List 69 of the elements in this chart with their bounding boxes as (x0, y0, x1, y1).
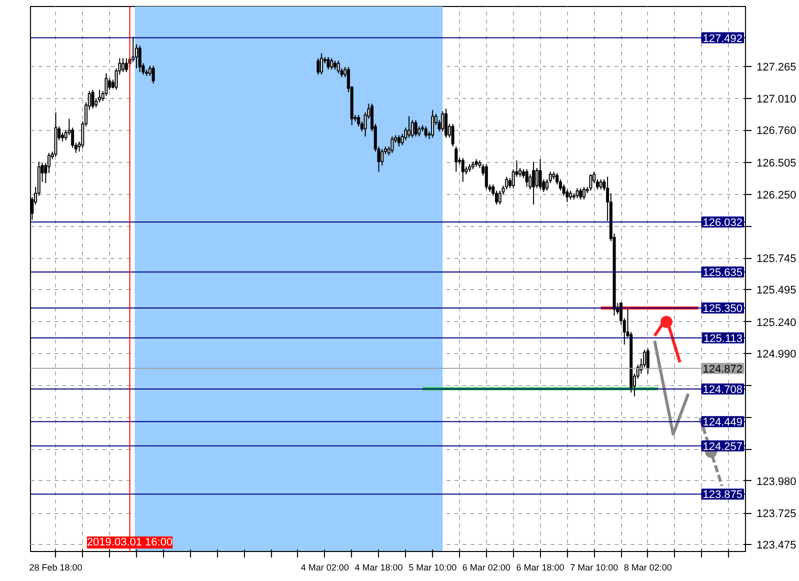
candlestick (599, 178, 602, 190)
ref-line-label: 124.449 (702, 416, 743, 429)
candlestick (330, 58, 334, 70)
y-tick-label: 125.745 (756, 253, 796, 266)
candlestick (566, 188, 569, 203)
y-tick-label: 123.725 (756, 508, 796, 520)
candlestick (535, 167, 538, 189)
candlestick (646, 348, 650, 374)
x-tick-label: 4 Mar 02:00 (300, 562, 349, 572)
candlestick (410, 120, 414, 138)
candlestick (525, 168, 528, 188)
candlestick (441, 110, 444, 132)
candlestick (397, 134, 400, 148)
x-tick-label: 28 Feb 18:00 (29, 562, 82, 572)
candlestick (454, 146, 458, 172)
candlestick (582, 186, 586, 200)
candlestick (579, 188, 582, 200)
candlestick (444, 108, 448, 138)
y-tick-label: 125.495 (756, 284, 796, 297)
candlestick (576, 188, 579, 199)
ref-line-label: 124.257 (702, 440, 743, 453)
candlestick (138, 45, 142, 73)
candlestick (589, 174, 592, 192)
y-tick-label: 126.505 (756, 157, 796, 170)
y-tick-label: 124.990 (756, 348, 796, 360)
ref-line-label: 127.492 (702, 32, 743, 45)
candlestick (124, 58, 128, 73)
ref-line-label: 125.635 (702, 267, 743, 280)
y-tick-label: 127.010 (756, 94, 796, 106)
y-tick-label: 125.240 (756, 316, 796, 329)
y-tick-label: 126.250 (756, 189, 796, 202)
candlestick (418, 126, 421, 137)
candlestick (390, 136, 394, 154)
x-tick-label: 5 Mar 10:00 (408, 562, 457, 572)
ref-line-label: 123.875 (702, 489, 743, 502)
candlestick (424, 126, 428, 138)
candlestick (104, 72, 108, 97)
x-tick-label: 8 Mar 02:00 (624, 562, 672, 572)
candlestick (431, 109, 434, 138)
x-tick-label: 6 Mar 18:00 (516, 562, 564, 572)
candlestick (408, 116, 411, 138)
ref-line-label: 124.872 (702, 363, 743, 376)
candlestick (320, 52, 324, 76)
x-tick-label: 7 Mar 10:00 (570, 562, 618, 572)
ref-line-label: 2019.03.01 16:00 (86, 536, 173, 548)
candlestick (538, 158, 542, 190)
candlestick (532, 161, 536, 206)
y-tick-label: 123.980 (756, 476, 796, 488)
candlestick (316, 58, 320, 76)
ref-line-label: 124.708 (702, 384, 743, 396)
candlestick (461, 157, 464, 182)
candlestick (380, 148, 384, 166)
candlestick (336, 60, 340, 74)
x-tick-label: 4 Mar 18:00 (354, 562, 403, 572)
y-tick-label: 127.265 (756, 61, 796, 74)
ref-line-label: 126.032 (702, 216, 743, 229)
y-tick-label: 126.760 (756, 125, 796, 138)
y-tick-label: 123.475 (756, 540, 796, 552)
x-tick-label: 6 Mar 02:00 (462, 562, 510, 572)
candlestick (122, 58, 125, 73)
candlestick (91, 89, 94, 110)
candlestick (152, 65, 155, 84)
candlestick (451, 123, 454, 148)
candlestick (108, 78, 112, 90)
candlestick (414, 120, 418, 137)
candlestick (326, 56, 330, 70)
ref-line-label: 125.350 (702, 303, 743, 316)
ref-line-label: 125.113 (704, 332, 743, 345)
candlestick (484, 164, 488, 190)
